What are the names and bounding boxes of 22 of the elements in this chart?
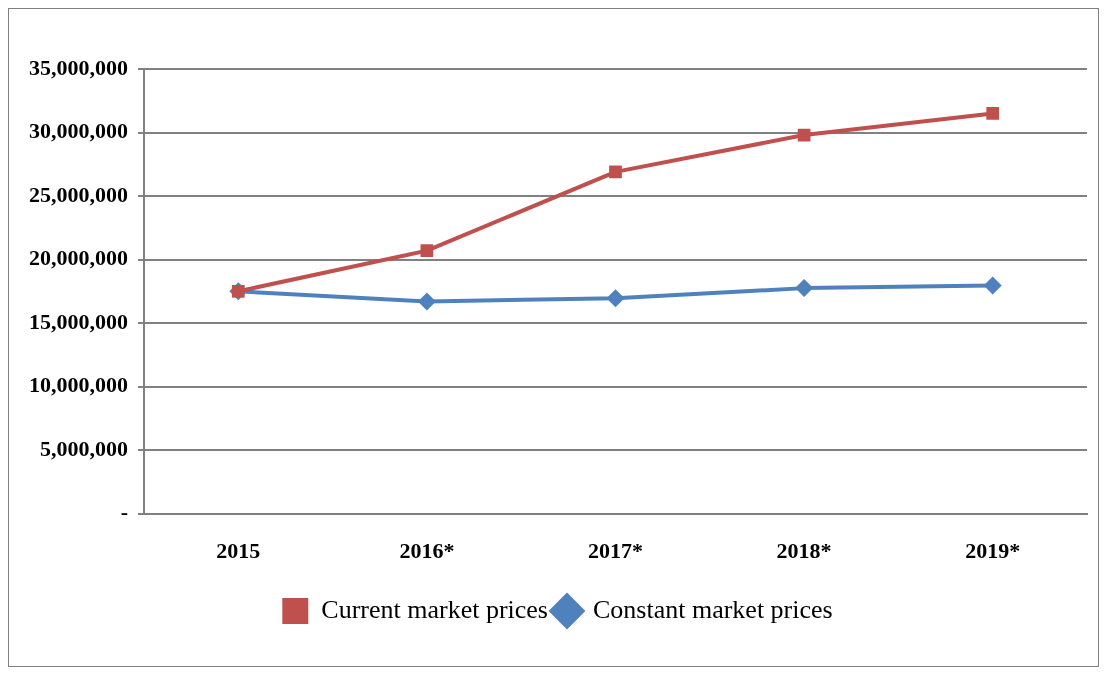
y-tick-label: 35,000,000 xyxy=(29,54,128,80)
point xyxy=(609,165,622,179)
point xyxy=(795,279,814,298)
legend-label: Current market prices xyxy=(321,594,548,624)
x-tick-label: 2015 xyxy=(216,538,261,564)
x-tick-label: 2018* xyxy=(776,538,832,564)
y-tick-label: 30,000,000 xyxy=(29,118,128,144)
y-tick-label: 15,000,000 xyxy=(29,308,128,334)
point xyxy=(986,107,1000,120)
point xyxy=(606,289,625,308)
point xyxy=(417,292,436,311)
y-tick-label: 20,000,000 xyxy=(29,245,128,271)
x-tick-label: 2016* xyxy=(399,538,455,564)
x-tick-label: 2017* xyxy=(588,538,643,564)
x-tick-label: 2019* xyxy=(965,538,1021,564)
legend-label: Constant market prices xyxy=(592,594,833,624)
y-tick-label: 10,000,000 xyxy=(29,372,128,398)
point xyxy=(983,276,1002,295)
point xyxy=(420,244,434,258)
y-tick-label: 5,000,000 xyxy=(40,435,128,461)
y-tick-label: - xyxy=(120,499,128,525)
y-tick-label: 25,000,000 xyxy=(29,181,128,207)
